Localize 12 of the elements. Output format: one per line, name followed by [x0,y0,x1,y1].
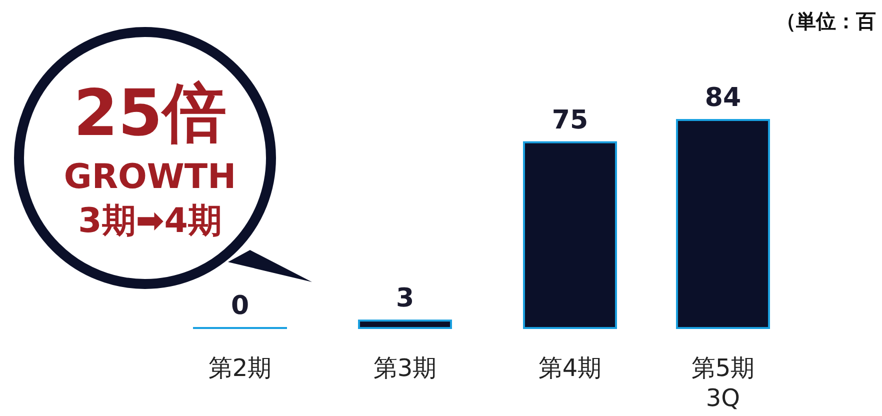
data-label: 84 [704,83,742,113]
data-label: 3 [396,284,414,314]
annotation: 25倍 [73,77,227,151]
x-tick-label: 第4期 [538,354,602,382]
x-tick-label: 第2期 [208,354,272,382]
annotation: GROWTH [64,157,236,197]
data-label: 0 [230,291,250,321]
annotation: 3期➡4期 [78,201,222,241]
x-tick-label: 第3期 [373,354,437,382]
text: （単位：百 [776,9,876,33]
x-tick-label: 第5期 3Q [691,354,755,412]
data-label: 75 [552,105,588,136]
